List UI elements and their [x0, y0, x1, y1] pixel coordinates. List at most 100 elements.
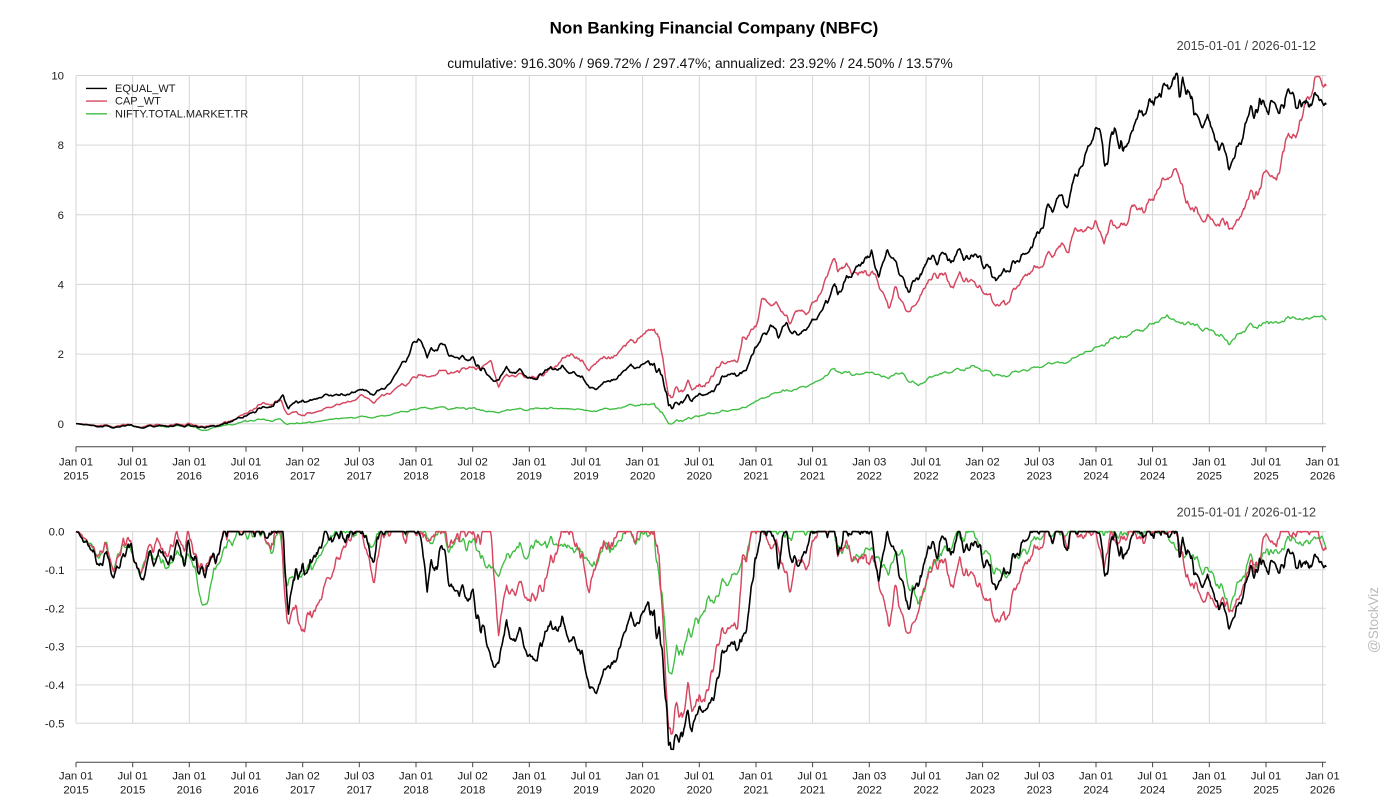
svg-text:Jul 01: Jul 01	[1251, 457, 1281, 469]
svg-text:2018: 2018	[403, 471, 428, 483]
svg-text:2019: 2019	[573, 471, 598, 483]
svg-text:10: 10	[51, 71, 64, 83]
svg-text:NIFTY.TOTAL.MARKET.TR: NIFTY.TOTAL.MARKET.TR	[115, 108, 248, 120]
svg-text:2023: 2023	[970, 471, 995, 483]
svg-text:2018: 2018	[460, 785, 485, 797]
svg-text:2016: 2016	[233, 785, 258, 797]
svg-text:Jan 01: Jan 01	[1305, 457, 1339, 469]
svg-text:-0.4: -0.4	[45, 680, 65, 692]
svg-text:Jan 01: Jan 01	[512, 771, 546, 783]
svg-text:0: 0	[58, 419, 64, 431]
svg-text:2024: 2024	[1083, 785, 1108, 797]
svg-text:Jan 02: Jan 02	[286, 771, 320, 783]
svg-text:2015: 2015	[63, 471, 88, 483]
svg-text:2024: 2024	[1140, 785, 1165, 797]
svg-text:EQUAL_WT: EQUAL_WT	[115, 83, 176, 95]
svg-text:2024: 2024	[1083, 471, 1108, 483]
svg-text:2020: 2020	[630, 785, 655, 797]
svg-text:2017: 2017	[290, 471, 315, 483]
svg-text:Jul 01: Jul 01	[231, 771, 261, 783]
svg-text:Jan 01: Jan 01	[399, 457, 433, 469]
svg-text:Jan 01: Jan 01	[59, 457, 93, 469]
svg-text:Jul 02: Jul 02	[457, 457, 487, 469]
svg-text:Jan 01: Jan 01	[172, 457, 206, 469]
svg-text:2015-01-01 / 2026-01-12: 2015-01-01 / 2026-01-12	[1177, 506, 1316, 520]
svg-text:@StockViz: @StockViz	[1366, 587, 1381, 653]
svg-text:-0.2: -0.2	[45, 603, 65, 615]
svg-text:Jan 03: Jan 03	[852, 457, 886, 469]
svg-text:Jan 01: Jan 01	[625, 457, 659, 469]
svg-text:Jan 01: Jan 01	[512, 457, 546, 469]
svg-text:2022: 2022	[857, 471, 882, 483]
svg-text:Jul 03: Jul 03	[344, 457, 374, 469]
svg-text:Jan 02: Jan 02	[286, 457, 320, 469]
svg-text:2021: 2021	[743, 785, 768, 797]
svg-text:Jan 01: Jan 01	[172, 771, 206, 783]
svg-text:2019: 2019	[517, 785, 542, 797]
svg-text:2017: 2017	[347, 471, 372, 483]
svg-text:2019: 2019	[517, 471, 542, 483]
svg-text:2015: 2015	[120, 471, 145, 483]
svg-text:2021: 2021	[800, 785, 825, 797]
svg-text:Jan 01: Jan 01	[399, 771, 433, 783]
svg-text:2020: 2020	[687, 471, 712, 483]
svg-text:Jul 03: Jul 03	[1024, 457, 1054, 469]
svg-text:2017: 2017	[347, 785, 372, 797]
svg-text:Jul 01: Jul 01	[1137, 771, 1167, 783]
svg-text:2023: 2023	[970, 785, 995, 797]
svg-text:Jul 01: Jul 01	[911, 457, 941, 469]
svg-text:2018: 2018	[460, 471, 485, 483]
svg-text:2021: 2021	[800, 471, 825, 483]
svg-text:-0.5: -0.5	[45, 718, 65, 730]
svg-text:2025: 2025	[1253, 785, 1278, 797]
svg-text:2023: 2023	[1027, 471, 1052, 483]
svg-text:Jul 01: Jul 01	[684, 771, 714, 783]
svg-text:2026: 2026	[1310, 471, 1335, 483]
svg-text:Jan 01: Jan 01	[1079, 457, 1113, 469]
svg-text:4: 4	[58, 280, 64, 292]
svg-text:2022: 2022	[857, 785, 882, 797]
svg-text:Jul 01: Jul 01	[911, 771, 941, 783]
svg-text:2022: 2022	[913, 471, 938, 483]
svg-text:Jan 03: Jan 03	[852, 771, 886, 783]
svg-text:Jul 02: Jul 02	[457, 771, 487, 783]
svg-text:2016: 2016	[177, 471, 202, 483]
svg-text:Jan 01: Jan 01	[1192, 771, 1226, 783]
svg-text:2020: 2020	[687, 785, 712, 797]
svg-text:Jul 01: Jul 01	[117, 457, 147, 469]
svg-text:Jan 02: Jan 02	[965, 457, 999, 469]
svg-text:Jan 01: Jan 01	[1192, 457, 1226, 469]
svg-text:-0.3: -0.3	[45, 642, 65, 654]
svg-text:2025: 2025	[1197, 471, 1222, 483]
svg-text:0.0: 0.0	[49, 527, 65, 539]
svg-text:Jan 01: Jan 01	[1079, 771, 1113, 783]
svg-text:Jan 01: Jan 01	[625, 771, 659, 783]
svg-text:Jan 02: Jan 02	[965, 771, 999, 783]
svg-text:2016: 2016	[233, 471, 258, 483]
svg-text:Jul 01: Jul 01	[1137, 457, 1167, 469]
svg-text:2015-01-01 / 2026-01-12: 2015-01-01 / 2026-01-12	[1177, 39, 1316, 53]
svg-text:Jan 01: Jan 01	[59, 771, 93, 783]
svg-text:2: 2	[58, 349, 64, 361]
svg-text:2026: 2026	[1310, 785, 1335, 797]
svg-text:6: 6	[58, 210, 64, 222]
svg-text:Jul 03: Jul 03	[344, 771, 374, 783]
svg-text:Jul 01: Jul 01	[571, 457, 601, 469]
svg-text:Jan 01: Jan 01	[739, 457, 773, 469]
svg-text:Jul 01: Jul 01	[117, 771, 147, 783]
svg-text:Jul 01: Jul 01	[684, 457, 714, 469]
svg-text:2025: 2025	[1253, 471, 1278, 483]
svg-text:2024: 2024	[1140, 471, 1165, 483]
svg-text:Jan 01: Jan 01	[1305, 771, 1339, 783]
svg-text:Jul 01: Jul 01	[797, 457, 827, 469]
svg-text:Jul 01: Jul 01	[231, 457, 261, 469]
svg-text:2016: 2016	[177, 785, 202, 797]
svg-text:-0.1: -0.1	[45, 565, 65, 577]
svg-text:2021: 2021	[743, 471, 768, 483]
svg-text:Jul 01: Jul 01	[571, 771, 601, 783]
svg-text:Jul 01: Jul 01	[797, 771, 827, 783]
svg-text:2019: 2019	[573, 785, 598, 797]
svg-text:Jul 01: Jul 01	[1251, 771, 1281, 783]
svg-text:Jan 01: Jan 01	[739, 771, 773, 783]
svg-text:2025: 2025	[1197, 785, 1222, 797]
